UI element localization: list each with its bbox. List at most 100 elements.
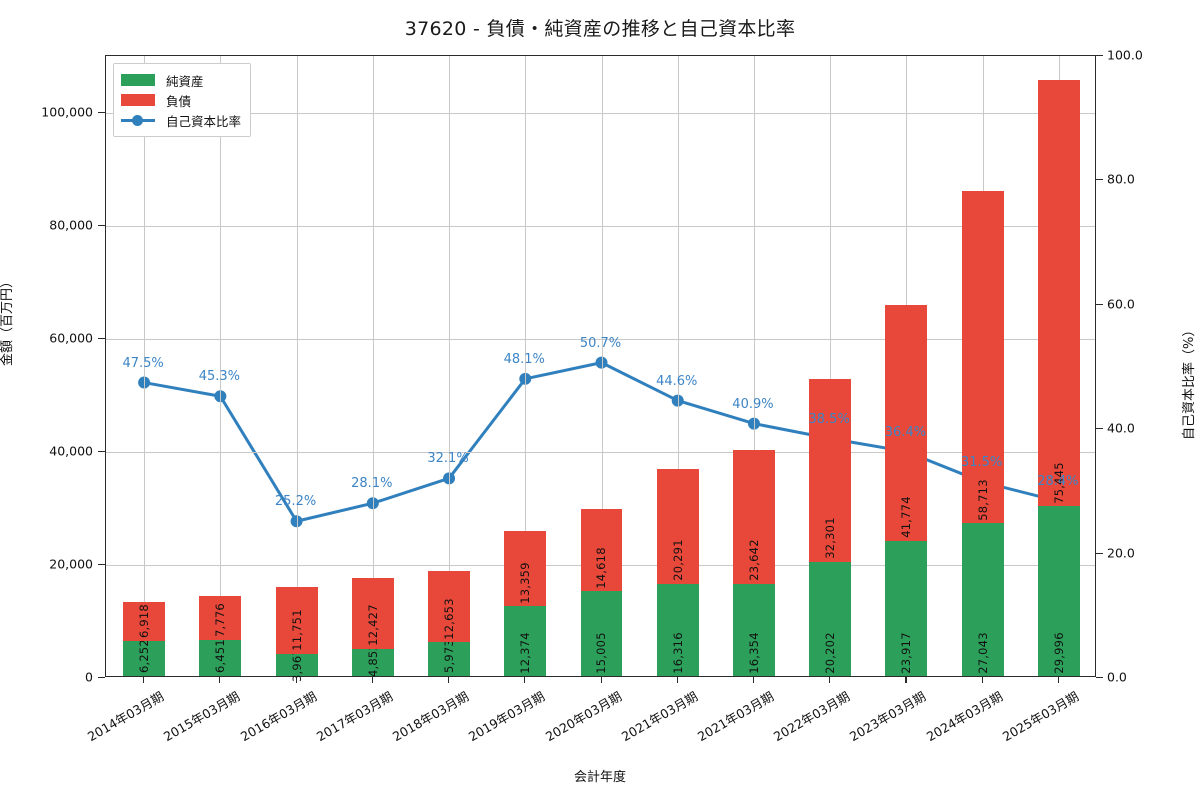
y-tick-mark-left: [98, 450, 105, 452]
bar-stack[interactable]: 3,967 11,751: [275, 587, 318, 682]
legend-swatch-blue-line-marker: [121, 114, 155, 126]
bar-stack[interactable]: 27,043 58,713: [961, 191, 1004, 676]
bar-value-label-liability: 7,776: [213, 602, 228, 637]
bar-value-label-equity: 12,374: [518, 631, 533, 674]
x-tick-label: 2017年03月期: [313, 688, 396, 745]
bar-segment-equity[interactable]: 5,973: [428, 639, 470, 676]
y-tick-label-right: 60.0: [1107, 296, 1135, 312]
bar-segment-equity[interactable]: 29,996: [1037, 506, 1080, 676]
y-tick-label-right: 100.0: [1107, 47, 1143, 63]
bar-stack[interactable]: 4,853 12,427: [351, 578, 394, 677]
bar-segment-equity[interactable]: 27,043: [961, 523, 1004, 676]
x-tick-mark: [676, 677, 678, 683]
bar-value-label-liability: 58,713: [975, 478, 990, 521]
bar-value-label-equity: 23,917: [899, 631, 914, 674]
bar-stack[interactable]: 20,202 32,301: [809, 379, 852, 676]
y-tick-label-left: 40,000: [49, 443, 93, 459]
x-tick-mark: [1057, 677, 1059, 683]
bar-stack[interactable]: 5,973 12,653: [428, 570, 470, 676]
x-tick-label: 2023年03月期: [847, 688, 929, 745]
bar-stack[interactable]: 12,374 13,359: [504, 530, 547, 676]
y-tick-mark-left: [98, 337, 105, 339]
bar-segment-equity[interactable]: 20,202: [809, 561, 852, 676]
bar-segment-liability[interactable]: 7,776: [199, 595, 242, 640]
ratio-value-label: 32.1%: [427, 451, 469, 467]
bar-segment-liability[interactable]: 6,918: [123, 601, 166, 641]
bar-value-label-liability: 6,918: [137, 603, 152, 638]
bar-segment-liability[interactable]: 32,301: [809, 379, 852, 562]
bar-segment-equity[interactable]: 4,853: [351, 643, 394, 677]
ratio-value-label: 31.5%: [960, 455, 1003, 471]
bar-segment-equity[interactable]: 3,967: [275, 648, 318, 682]
x-tick-mark: [829, 677, 831, 683]
bar-segment-equity[interactable]: 15,005: [580, 591, 623, 676]
x-tick-label: 2015年03月期: [161, 688, 243, 745]
bar-stack[interactable]: 29,996 75,445: [1037, 79, 1080, 676]
chart-legend: 純資産 負債 自己資本比率: [113, 63, 252, 137]
gridline-vertical: [525, 56, 527, 676]
plot-area: 6,252 6,918 6,451 7,776 3,967 11,751 4,853 12,4…: [105, 55, 1096, 682]
x-tick-label: 2014年03月期: [85, 688, 167, 745]
bar-value-label-equity: 15,005: [594, 631, 609, 674]
gridline-vertical: [296, 56, 298, 676]
bar-value-label-liability: 41,774: [899, 496, 914, 538]
gridline-horizontal: [106, 225, 1095, 227]
x-tick-mark: [219, 677, 221, 683]
bar-segment-liability[interactable]: 41,774: [885, 304, 928, 541]
bar-segment-liability[interactable]: 14,618: [580, 508, 623, 592]
legend-swatch-green-square: [121, 74, 155, 86]
gridline-vertical: [372, 56, 374, 676]
y-tick-label-left: 60,000: [49, 330, 93, 346]
bar-segment-liability[interactable]: 13,359: [504, 530, 547, 607]
gridline-horizontal: [106, 112, 1095, 114]
ratio-value-label: 38.5%: [808, 411, 850, 427]
bar-segment-equity[interactable]: 23,917: [885, 540, 928, 676]
x-tick-label: 2016年03月期: [237, 688, 319, 745]
bar-segment-equity[interactable]: 6,252: [123, 639, 166, 676]
bar-segment-equity[interactable]: 16,316: [656, 583, 699, 676]
x-tick-mark: [981, 677, 983, 683]
bar-stack[interactable]: 23,917 41,774: [885, 304, 928, 676]
bar-value-label-liability: 20,291: [670, 539, 685, 581]
y-tick-mark-left: [98, 111, 105, 113]
y-tick-label-left: 80,000: [49, 217, 93, 233]
y-tick-mark-right: [1096, 677, 1103, 679]
bar-segment-liability[interactable]: 12,653: [428, 570, 470, 643]
bar-segment-liability[interactable]: 75,445: [1037, 79, 1080, 507]
bar-segment-equity[interactable]: 16,354: [732, 583, 775, 676]
bar-segment-liability[interactable]: 58,713: [961, 191, 1004, 524]
bar-segment-equity[interactable]: 12,374: [504, 606, 547, 676]
bar-stack[interactable]: 15,005 14,618: [580, 508, 623, 676]
bar-segment-liability[interactable]: 20,291: [656, 469, 699, 584]
legend-item-ratio: 自己資本比率: [121, 110, 241, 130]
bar-value-label-equity: 20,202: [823, 631, 838, 674]
bar-segment-equity[interactable]: 6,451: [199, 639, 242, 676]
bar-segment-liability[interactable]: 12,427: [351, 578, 394, 649]
bar-value-label-equity: 16,354: [746, 631, 761, 674]
bar-stack[interactable]: 16,316 20,291: [656, 469, 699, 676]
x-tick-label: 2021年03月期: [618, 688, 700, 745]
bar-segment-liability[interactable]: 11,751: [275, 587, 318, 654]
ratio-value-label: 50.7%: [579, 335, 622, 351]
y-tick-label-left: 100,000: [41, 104, 93, 120]
y-tick-mark-right: [1096, 552, 1103, 554]
bar-stack[interactable]: 6,451 7,776: [199, 595, 242, 676]
ratio-value-label: 28.1%: [351, 476, 393, 492]
gridline-vertical: [601, 56, 603, 676]
bar-value-label-liability: 12,653: [442, 598, 457, 640]
x-tick-mark: [448, 677, 450, 683]
legend-label-ratio: 自己資本比率: [166, 113, 242, 129]
ratio-value-label: 47.5%: [122, 355, 164, 371]
x-tick-mark: [371, 677, 373, 683]
gridline-horizontal: [106, 338, 1095, 340]
x-tick-label: 2025年03月期: [999, 688, 1082, 745]
y-tick-mark-right: [1096, 428, 1103, 430]
ratio-value-label: 25.2%: [274, 494, 317, 510]
ratio-value-label: 40.9%: [732, 396, 774, 412]
ratio-value-label: 45.3%: [198, 369, 240, 385]
bar-stack[interactable]: 6,252 6,918: [123, 601, 166, 676]
bar-value-label-equity: 6,252: [137, 639, 152, 673]
bar-segment-liability[interactable]: 23,642: [732, 449, 775, 584]
bar-stack[interactable]: 16,354 23,642: [732, 449, 775, 676]
